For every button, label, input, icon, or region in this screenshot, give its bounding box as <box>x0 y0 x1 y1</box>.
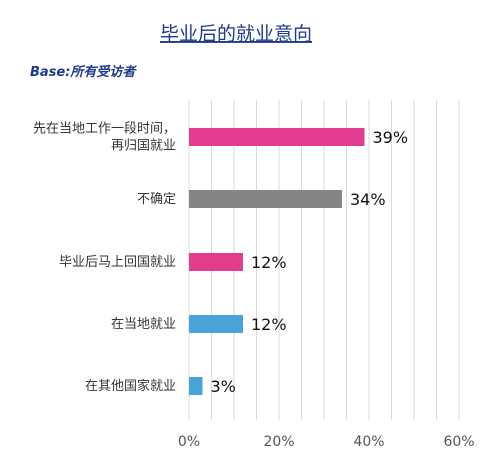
category-label-line: 在当地就业 <box>111 317 176 332</box>
x-tick-label: 40% <box>353 434 384 450</box>
bar <box>189 315 243 333</box>
x-tick-label: 20% <box>263 434 294 450</box>
category-label-line: 不确定 <box>137 192 176 207</box>
bar <box>189 377 203 395</box>
category-label-line: 在其他国家就业 <box>85 378 176 394</box>
bar <box>189 128 365 146</box>
category-label-line: 先在当地工作一段时间， <box>33 122 176 137</box>
x-tick-label: 60% <box>443 434 474 450</box>
category-label: 先在当地工作一段时间， 再归国就业 <box>33 122 176 154</box>
x-tick-label: 0% <box>178 434 200 450</box>
chart-subtitle: Base:所有受访者 <box>30 64 137 80</box>
category-label-line: 毕业后马上回国就业 <box>59 255 176 270</box>
category-label-line: 再归国就业 <box>111 139 176 154</box>
category-label: 不确定 <box>137 192 176 207</box>
value-label: 34% <box>350 190 386 209</box>
category-label: 在当地就业 <box>111 317 176 332</box>
gridlines <box>188 100 460 420</box>
value-label: 3% <box>211 377 236 396</box>
value-label: 39% <box>373 128 409 147</box>
value-label: 12% <box>251 315 287 334</box>
chart-title: 毕业后的就业意向 <box>160 23 312 45</box>
category-label: 毕业后马上回国就业 <box>59 255 176 270</box>
bar <box>189 253 243 271</box>
bars: 39% 34% 12% 12% 3% <box>189 128 408 396</box>
bar <box>189 190 342 208</box>
category-label: 在其他国家就业 <box>85 378 176 394</box>
value-label: 12% <box>251 253 287 272</box>
x-axis: 0% 20% 40% 60% <box>178 434 475 450</box>
